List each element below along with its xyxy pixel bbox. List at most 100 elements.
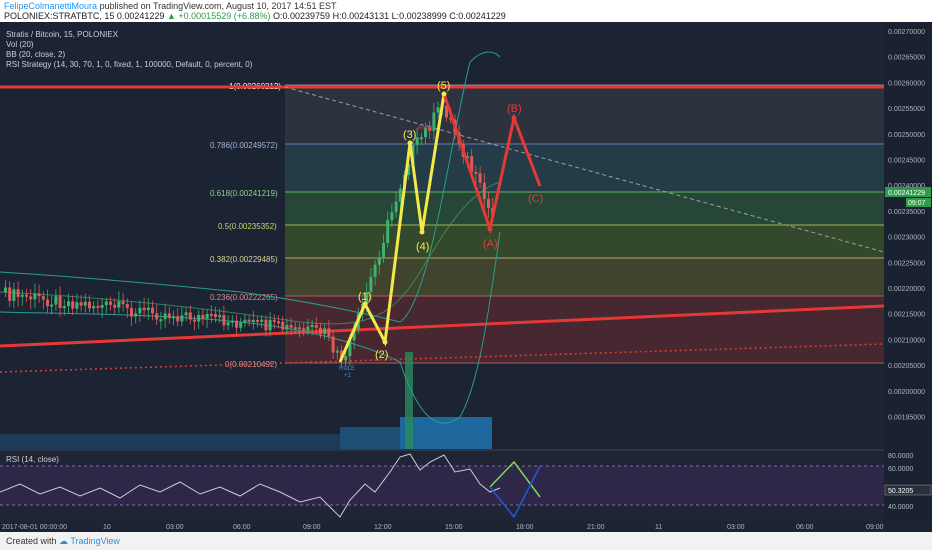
chart-area[interactable]: 1(0.00260212) 0.786(0.00249572) 0.618(0.… [0,22,932,532]
fib-label-05: 0.5(0.00235352) [218,222,277,231]
candle [289,324,293,328]
candle [167,313,171,319]
candle [130,308,133,317]
candle [277,321,280,324]
candle [75,302,79,309]
up-arrow-icon: ▲ [166,11,176,21]
candle [197,314,201,322]
price-tick: 0.00260000 [888,80,925,87]
candle [264,319,268,331]
price-axis[interactable]: 0.00270000 0.00265000 0.00260000 0.00255000… [888,29,925,422]
candle [302,328,306,331]
candle [310,325,314,328]
legend-volume[interactable]: Vol (20) [6,40,34,49]
corrective-wave-line [442,93,542,235]
wave-5-label: (5) [437,80,450,92]
candle [243,319,247,323]
candle [92,305,96,309]
price-tick: 0.00270000 [888,29,925,36]
time-tick: 06:00 [233,524,251,531]
time-tick: 18:00 [516,524,534,531]
candle [184,312,188,316]
candle [62,306,66,309]
rsi-legend[interactable]: RSI (14, close) [6,455,59,464]
candle [142,307,146,311]
candle [155,313,159,320]
time-tick: 15:00 [445,524,463,531]
publish-line: FelipeColmanettiMoura published on Tradi… [4,1,337,11]
candle [176,316,180,322]
candle [382,243,385,259]
candle [163,313,167,320]
candle [323,328,327,334]
author-link[interactable]: FelipeColmanettiMoura [4,1,98,11]
candle [445,105,448,118]
price-tick: 0.00195000 [888,415,925,422]
candle [121,301,125,305]
candle [37,293,41,297]
candle [272,319,276,322]
wave-b-label: (B) [507,103,522,115]
created-with-label: Created with [6,536,57,546]
candle [260,319,264,322]
candle [407,163,411,175]
time-tick: 06:00 [796,524,814,531]
candle [151,307,154,314]
footer: Created with ☁ TradingView [0,532,932,550]
fib-label-0382: 0.382(0.00229485) [210,255,278,264]
fib-label-0618: 0.618(0.00241219) [210,189,278,198]
price-axis-bg [884,22,932,522]
candle [29,296,33,300]
fib-label-0786: 0.786(0.00249572) [210,141,278,150]
legend-bollinger[interactable]: BB (20, close, 2) [6,50,66,59]
tradingview-logo-icon[interactable]: ☁ [59,536,69,546]
fib-label-0236: 0.236(0.00222265) [210,293,278,302]
rsi-current-label: 50.3205 [888,488,913,495]
candle [478,173,482,183]
countdown-label: 09:07 [908,200,926,207]
rsile-marker: RsiLE [339,366,355,372]
symbol-line: POLONIEX:STRATBTC, 15 0.00241229 ▲ +0.00… [4,11,506,21]
candle [218,315,222,318]
rsi-axis: 80.0000 60.0000 40.0000 [888,453,913,511]
time-axis[interactable]: 2017-08-01 00:00:00 10 03:00 06:00 09:00 12:0… [2,524,884,531]
rsi-projection-up [489,460,541,498]
descending-trendline [284,86,885,253]
time-tick: 12:00 [374,524,392,531]
candle [470,156,474,172]
candle [293,327,297,330]
candle [172,316,175,319]
candle [193,319,196,322]
candle [16,289,20,297]
candle [335,350,339,353]
rsi-pane[interactable] [0,449,884,522]
time-tick: 21:00 [587,524,605,531]
price-tick: 0.00225000 [888,260,925,267]
rsi-tick-80: 80.0000 [888,453,913,460]
candle [209,313,213,316]
candle [386,220,390,244]
candle [306,326,310,331]
rsi-tick-60: 60.0000 [888,466,913,473]
rsi-tick-40: 40.0000 [888,504,913,511]
chart-svg[interactable]: 1(0.00260212) 0.786(0.00249572) 0.618(0.… [0,22,932,532]
candle [138,307,142,314]
candle [419,137,423,140]
price-change: +0.00015529 (+6.88%) [178,11,271,21]
legend-rsi-strategy[interactable]: RSI Strategy (14, 30, 70, 1, 0, fixed, 1… [6,60,253,69]
price-tick: 0.00220000 [888,286,925,293]
candle [344,356,348,361]
wave-points [362,91,517,345]
candle [20,294,24,297]
candle [348,340,352,357]
rsi-line [0,453,501,518]
candle [96,305,100,308]
candle [113,304,117,308]
candle [58,296,62,309]
price-tick: 0.00255000 [888,106,925,113]
candle [369,276,373,293]
candle [205,313,209,319]
tradingview-brand[interactable]: TradingView [70,536,120,546]
candle [482,182,486,199]
candle [201,314,205,319]
